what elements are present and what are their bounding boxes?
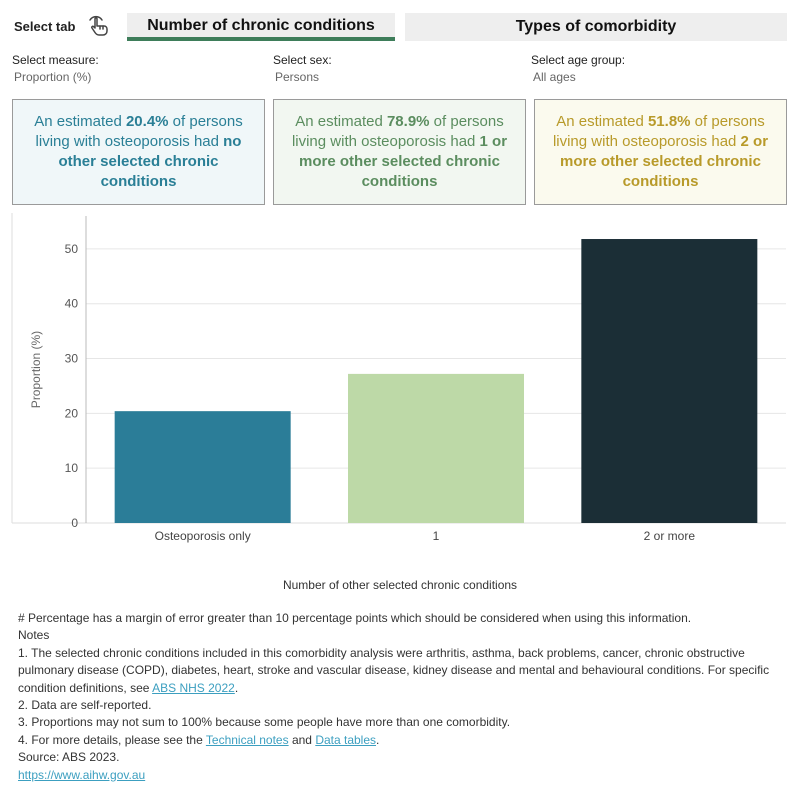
x-tick-label: Osteoporosis only — [155, 529, 251, 543]
summary-bold-text: 2 or more other selected chronic conditi… — [560, 133, 769, 190]
tab-number-of-chronic-conditions[interactable]: Number of chronic conditions — [127, 13, 395, 41]
technical-notes-link[interactable]: Technical notes — [205, 732, 289, 747]
x-axis-title: Number of other selected chronic conditi… — [283, 578, 517, 592]
summary-text: An estimated — [34, 113, 126, 130]
y-axis-title: Proportion (%) — [29, 331, 43, 408]
y-tick-label: 50 — [65, 242, 79, 256]
footnotes: # Percentage has a margin of error great… — [18, 610, 788, 784]
summary-percent: 78.9% — [386, 113, 430, 130]
bar-chart: 0 10 20 30 40 50 Osteoporosis only 1 2 or more Pr… — [11, 213, 786, 592]
note-2: 2. Data are self-reported. — [18, 698, 152, 713]
note-4-and: and — [288, 732, 316, 747]
summary-bold-text: 1 or more other selected chronic conditi… — [299, 133, 508, 190]
age-filter-label: Select age group: — [531, 53, 626, 67]
y-tick-label: 0 — [71, 516, 78, 530]
notes-heading: Notes — [18, 628, 50, 643]
abs-nhs-link[interactable]: ABS NHS 2022 — [152, 680, 235, 695]
bar-1 — [114, 411, 291, 523]
note-3: 3. Proportions may not sum to 100% becau… — [18, 715, 511, 730]
age-filter-select[interactable]: All ages — [533, 70, 576, 84]
note-4-end: . — [376, 732, 380, 747]
sex-filter-select[interactable]: Persons — [275, 70, 320, 84]
measure-filter-label: Select measure: — [12, 53, 99, 67]
x-tick-label: 1 — [433, 529, 440, 543]
hand-pointer-icon — [89, 15, 108, 36]
bar-2 — [348, 373, 524, 523]
tab-types-of-comorbidity[interactable]: Types of comorbidity — [405, 13, 787, 41]
summary-percent: 20.4% — [125, 113, 169, 130]
summary-box-no-other: An estimated 20.4% of persons living wit… — [12, 99, 265, 205]
note-1-end: . — [234, 680, 239, 695]
y-tick-label: 20 — [65, 406, 79, 420]
source-note: Source: ABS 2023. — [18, 750, 120, 765]
summary-text: of persons living with osteoporosis had — [552, 113, 765, 150]
aihw-website-link[interactable]: https://www.aihw.gov.au — [18, 767, 146, 782]
summary-box-2-or-more: An estimated 51.8% of persons living wit… — [534, 99, 787, 205]
summary-text: An estimated — [295, 113, 387, 130]
note-4: 4. For more details, please see the Tech… — [18, 732, 788, 749]
summary-box-1-or-more: An estimated 78.9% of persons living wit… — [273, 99, 526, 205]
bar-3 — [581, 239, 758, 523]
sex-filter-label: Select sex: — [273, 53, 332, 67]
select-tab-label: Select tab — [14, 19, 76, 34]
y-tick-label: 40 — [65, 297, 79, 311]
data-tables-link[interactable]: Data tables — [315, 732, 377, 747]
note-4-text: 4. For more details, please see the — [18, 732, 206, 747]
margin-of-error-note: # Percentage has a margin of error great… — [18, 611, 692, 625]
y-tick-label: 30 — [65, 352, 79, 366]
summary-percent: 51.8% — [647, 113, 691, 130]
y-tick-label: 10 — [65, 461, 79, 475]
measure-filter-select[interactable]: Proportion (%) — [14, 70, 92, 84]
summary-bold-text: no other selected chronic conditions — [58, 133, 242, 190]
note-1-text: 1. The selected chronic conditions inclu… — [18, 645, 770, 695]
summary-text: of persons living with osteoporosis had — [291, 113, 504, 150]
x-tick-label: 2 or more — [644, 529, 696, 543]
summary-text: An estimated — [556, 113, 648, 130]
summary-text: of persons living with osteoporosis had — [35, 113, 243, 150]
note-1: 1. The selected chronic conditions inclu… — [18, 645, 788, 697]
